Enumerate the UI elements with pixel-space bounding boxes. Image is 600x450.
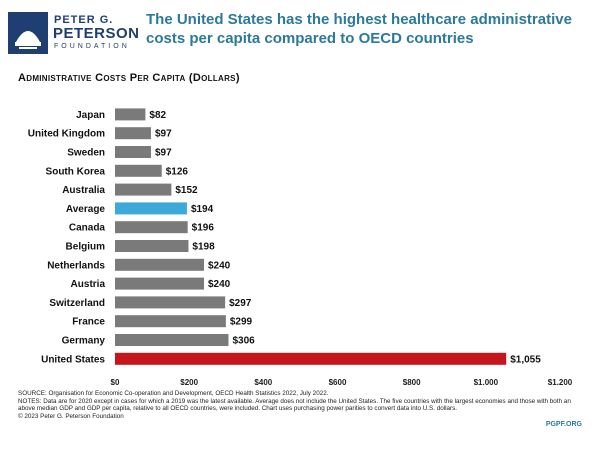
category-label: United Kingdom xyxy=(28,129,105,140)
bar xyxy=(115,277,204,290)
category-label: Australia xyxy=(62,185,105,196)
site-tag: PGPF.ORG xyxy=(545,421,582,428)
data-label: $297 xyxy=(229,298,252,309)
bar xyxy=(115,296,226,309)
data-label: $97 xyxy=(155,148,172,159)
data-label: $194 xyxy=(191,204,214,215)
data-label: $82 xyxy=(149,110,166,121)
category-label: Japan xyxy=(76,110,105,121)
data-label: $240 xyxy=(208,279,231,290)
category-label: United States xyxy=(41,354,105,365)
data-label: $306 xyxy=(232,336,255,347)
x-tick-label: $400 xyxy=(254,378,272,385)
category-label: Average xyxy=(66,204,106,215)
category-label: Switzerland xyxy=(49,298,105,309)
bar xyxy=(115,221,188,234)
logo-line-1: PETER G. xyxy=(54,14,114,26)
data-label: $97 xyxy=(155,129,172,140)
category-label: Sweden xyxy=(67,148,105,159)
footnote-copyright: © 2023 Peter G. Peterson Foundation xyxy=(18,412,124,420)
x-tick-label: $1,200 xyxy=(548,378,573,385)
bar xyxy=(115,258,204,271)
category-label: France xyxy=(72,317,105,328)
bar xyxy=(115,334,229,346)
bar-chart: Japan $82 United Kingdom $97 Sweden $97 South … xyxy=(28,108,573,385)
data-label: $196 xyxy=(192,223,215,234)
data-label: $1,055 xyxy=(510,354,541,365)
x-tick-label: $800 xyxy=(403,378,421,385)
data-label: $126 xyxy=(166,166,189,177)
x-tick-label: $0 xyxy=(111,378,120,385)
foundation-emblem-icon xyxy=(8,12,48,54)
logo-line-3: FOUNDATION xyxy=(54,43,130,50)
category-label: Austria xyxy=(71,279,106,290)
category-label: South Korea xyxy=(46,166,106,177)
bar xyxy=(115,315,226,328)
x-tick-label: $200 xyxy=(180,378,198,385)
bar xyxy=(115,352,507,365)
logo-line-2: PETERSON xyxy=(53,25,140,42)
data-label: $152 xyxy=(175,185,198,196)
x-tick-label: $1,000 xyxy=(474,378,499,385)
bar xyxy=(115,202,187,215)
category-label: Canada xyxy=(69,223,106,234)
bar xyxy=(115,240,189,252)
category-label: Netherlands xyxy=(47,260,105,271)
chart-subtitle: Administrative Costs Per Capita (Dollars… xyxy=(18,72,240,84)
category-label: Germany xyxy=(62,336,106,347)
x-tick-label: $600 xyxy=(329,378,347,385)
bar xyxy=(115,127,151,140)
category-label: Belgium xyxy=(66,242,106,253)
bar xyxy=(115,164,162,177)
footnote-source: SOURCE: Organisation for Economic Co-ope… xyxy=(18,390,329,397)
footnote-notes: NOTES: Data are for 2020 except in cases… xyxy=(18,397,571,413)
data-label: $198 xyxy=(192,242,215,253)
data-label: $240 xyxy=(208,260,231,271)
bar xyxy=(115,146,151,158)
foundation-logo: PETER G. PETERSON FOUNDATION xyxy=(8,12,139,54)
chart-title: The United States has the highest health… xyxy=(146,11,572,47)
footnotes: SOURCE: Organisation for Economic Co-ope… xyxy=(18,390,583,420)
data-label: $299 xyxy=(230,317,253,328)
bar xyxy=(115,108,146,121)
bar xyxy=(115,183,172,196)
